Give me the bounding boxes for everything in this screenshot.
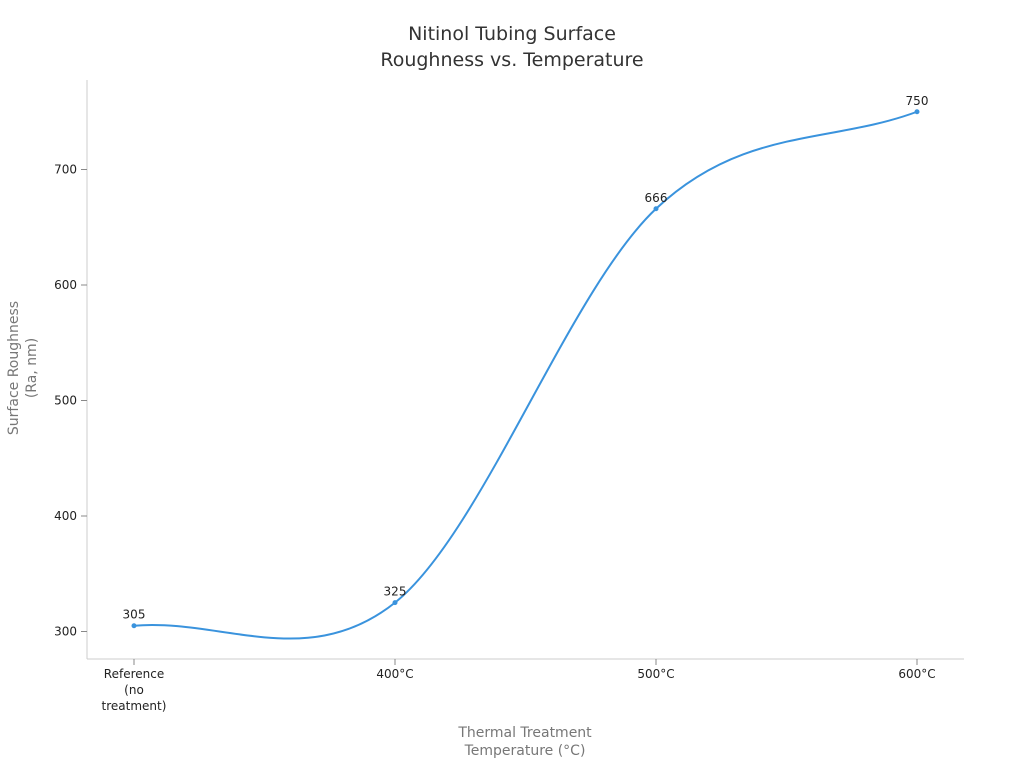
data-point [653, 206, 659, 212]
x-tick-label: 600°C [898, 667, 935, 681]
data-point [914, 109, 920, 115]
chart-title: Nitinol Tubing Surface Roughness vs. Tem… [380, 23, 643, 71]
y-axis-title-line-2: (Ra, nm) [24, 338, 40, 398]
data-label: 666 [645, 191, 668, 205]
series-line [133, 110, 918, 640]
x-axis-title-line-2: Temperature (°C) [464, 743, 586, 759]
data-label: 750 [906, 94, 929, 108]
chart-title-line-2: Roughness vs. Temperature [380, 49, 643, 71]
x-tick-label: 400°C [376, 667, 413, 681]
y-tick-label: 600 [54, 278, 77, 292]
x-axis-title: Thermal Treatment Temperature (°C) [457, 725, 592, 759]
x-tick-label: treatment) [102, 699, 167, 713]
x-tick-label: 500°C [637, 667, 674, 681]
y-axis-title: Surface Roughness (Ra, nm) [6, 301, 40, 435]
x-tick-label: Reference [104, 667, 164, 681]
y-tick-label: 300 [54, 625, 77, 639]
y-tick-label: 700 [54, 163, 77, 177]
data-label: 325 [384, 585, 407, 599]
data-point [392, 600, 398, 606]
y-tick-label: 500 [54, 394, 77, 408]
x-tick-label: (no [124, 683, 144, 697]
y-axis-title-line-1: Surface Roughness [6, 301, 22, 435]
series-roughness [131, 109, 920, 640]
y-axis-ticks: 300 400 500 600 700 [54, 163, 87, 639]
data-point [131, 623, 137, 629]
x-axis-ticks: Reference (no treatment) 400°C 500°C 600°C [102, 659, 936, 713]
data-label: 305 [123, 608, 146, 622]
chart-title-line-1: Nitinol Tubing Surface [408, 23, 616, 45]
x-axis-title-line-1: Thermal Treatment [457, 725, 592, 741]
y-tick-label: 400 [54, 509, 77, 523]
data-labels: 305 325 666 750 [123, 94, 929, 622]
